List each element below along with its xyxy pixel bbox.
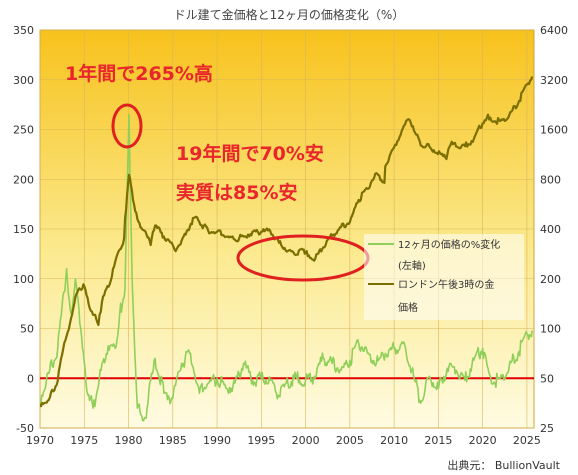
series-line-gold-price	[40, 76, 534, 408]
left-tick-label: -50	[16, 422, 34, 435]
left-tick-label: 300	[13, 74, 34, 87]
right-tick-label: 25	[540, 422, 554, 435]
x-tick-label: 1970	[26, 434, 54, 447]
x-tick-label: 2025	[513, 434, 541, 447]
left-tick-label: 250	[13, 124, 34, 137]
right-tick-label: 50	[540, 372, 554, 385]
right-tick-label: 800	[540, 173, 561, 186]
x-tick-label: 1985	[159, 434, 187, 447]
right-tick-label: 6400	[540, 24, 568, 37]
legend: 12ヶ月の価格の%変化 (左軸) ロンドン午後3時の金 価格	[364, 234, 524, 320]
x-tick-label: 1990	[203, 434, 231, 447]
left-tick-label: 350	[13, 24, 34, 37]
x-tick-label: 2000	[292, 434, 320, 447]
chart-title: ドル建て金価格と12ヶ月の価格変化（%）	[174, 7, 405, 22]
right-axis-ticks: 25 50 100 200 400 800 1600 3200 6400	[540, 24, 568, 435]
x-tick-label: 2015	[424, 434, 452, 447]
left-tick-label: 200	[13, 173, 34, 186]
left-axis-ticks: -50 0 50 100 150 200 250 300 350	[13, 24, 34, 435]
grid	[39, 29, 534, 429]
legend-entry-pct: 12ヶ月の価格の%変化	[398, 238, 500, 251]
legend-box	[364, 234, 524, 320]
x-tick-label: 2005	[336, 434, 364, 447]
annotation-2: 19年間で70%安	[176, 142, 324, 165]
legend-entry-gold-cont: 価格	[398, 301, 418, 314]
x-axis-ticks: 1970 1975 1980 1985 1990 1995 2000 2005 2010 2015…	[26, 434, 541, 447]
left-tick-label: 150	[13, 223, 34, 236]
annotation-1: 1年間で265%高	[65, 62, 213, 85]
source-credit: 出典元： BullionVault	[447, 458, 560, 472]
left-tick-label: 50	[20, 323, 34, 336]
left-tick-label: 100	[13, 273, 34, 286]
left-tick-label: 0	[27, 372, 34, 385]
right-tick-label: 200	[540, 273, 561, 286]
right-tick-label: 1600	[540, 124, 568, 137]
right-tick-label: 400	[540, 223, 561, 236]
x-tick-label: 2010	[380, 434, 408, 447]
right-tick-label: 3200	[540, 74, 568, 87]
x-tick-label: 1995	[247, 434, 275, 447]
x-tick-label: 1975	[70, 434, 98, 447]
right-tick-label: 100	[540, 323, 561, 336]
x-tick-label: 1980	[115, 434, 143, 447]
annotation-3: 実質は85%安	[176, 181, 297, 204]
x-tick-label: 2020	[469, 434, 497, 447]
legend-entry-pct-axis: (左軸)	[398, 259, 426, 272]
legend-entry-gold: ロンドン午後3時の金	[398, 278, 494, 291]
series-line-pct-change	[40, 113, 533, 422]
annotation-ellipse-1980	[111, 103, 143, 149]
